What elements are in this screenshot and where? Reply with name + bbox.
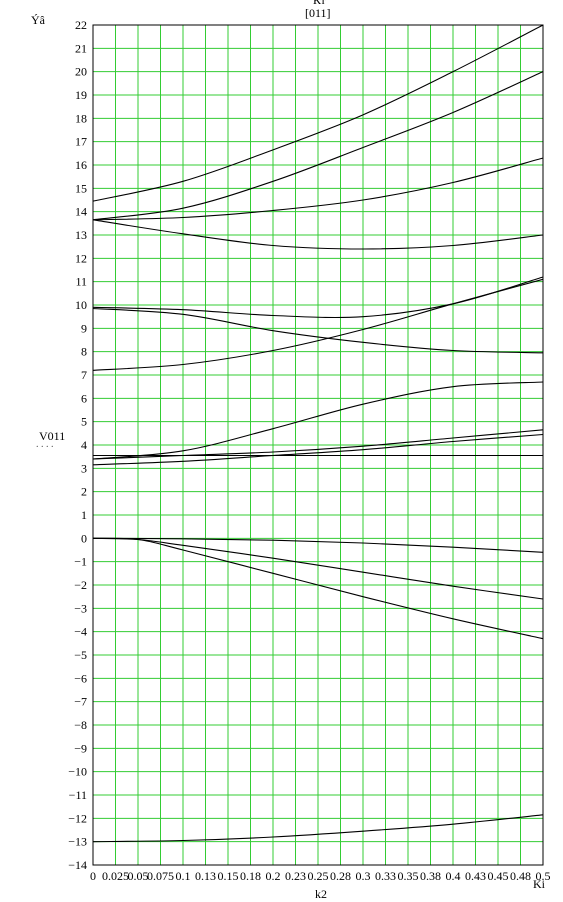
y-tick-label: 10 <box>75 298 87 312</box>
y-tick-label: 5 <box>81 415 87 429</box>
series-line-4 <box>92 219 544 250</box>
x-tick-label: 0.23 <box>285 869 306 883</box>
y-tick-label: 8 <box>81 345 87 359</box>
y-tick-label: 17 <box>75 135 87 149</box>
y-tick-label: 13 <box>75 228 87 242</box>
y-tick-label: 3 <box>81 461 87 475</box>
x-tick-label: 0 <box>90 869 96 883</box>
y-tick-label: 20 <box>75 65 87 79</box>
y-tick-label: 11 <box>75 275 87 289</box>
series-layer <box>92 24 544 843</box>
x-tick-label: 0.43 <box>465 869 486 883</box>
series-line-8 <box>92 381 544 460</box>
y-tick-label: 14 <box>75 205 87 219</box>
series-line-1 <box>92 24 544 202</box>
y-tick-label: −2 <box>74 578 87 592</box>
y-tick-label: −8 <box>74 718 87 732</box>
y-tick-label: −4 <box>74 625 87 639</box>
x-tick-label: 0.25 <box>308 869 329 883</box>
x-tick-label: 0.1 <box>176 869 191 883</box>
y-tick-label: 22 <box>75 18 87 32</box>
x-tick-label: 0.05 <box>128 869 149 883</box>
v011-marker-dots: . . . . <box>36 439 54 450</box>
x-tick-label: 0.45 <box>488 869 509 883</box>
y-tick-label: 16 <box>75 158 87 172</box>
series-line-7 <box>92 278 544 371</box>
y-tick-label: −1 <box>74 555 87 569</box>
series-line-10 <box>92 433 544 466</box>
x-axis-label: k2 <box>315 887 327 901</box>
series-line-12 <box>92 537 544 553</box>
chart-direction-label: [011] <box>305 6 331 20</box>
y-grid <box>93 24 543 866</box>
series-line-14 <box>92 537 544 640</box>
y-tick-label: 19 <box>75 88 87 102</box>
chart-top-label: Кт <box>313 0 326 7</box>
x-tick-label: 0.18 <box>240 869 261 883</box>
y-tick-label: −5 <box>74 648 87 662</box>
y-tick-label: 12 <box>75 251 87 265</box>
y-tick-labels: −14−13−12−11−10−9−8−7−6−5−4−3−2−10123456… <box>68 18 87 872</box>
series-line-3 <box>92 157 544 221</box>
y-tick-label: 18 <box>75 111 87 125</box>
y-tick-label: −10 <box>68 765 87 779</box>
y-tick-label: −11 <box>69 788 87 802</box>
y-tick-label: 4 <box>81 438 87 452</box>
x-tick-label: 0.3 <box>356 869 371 883</box>
x-tick-label: 0.025 <box>102 869 129 883</box>
series-line-2 <box>92 71 544 221</box>
x-tick-label: 0.4 <box>446 869 461 883</box>
y-tick-label: −14 <box>68 858 87 872</box>
y-tick-label: −12 <box>68 811 87 825</box>
plot-frame <box>92 24 544 866</box>
x-tick-label: 0.48 <box>510 869 531 883</box>
y-tick-label: 2 <box>81 485 87 499</box>
y-tick-label: −9 <box>74 741 87 755</box>
y-tick-label: 7 <box>81 368 87 382</box>
series-line-15 <box>92 814 544 843</box>
y-tick-label: −3 <box>74 601 87 615</box>
x-tick-label: 0.13 <box>195 869 216 883</box>
y-tick-label: 6 <box>81 391 87 405</box>
x-tick-label: 0.5 <box>536 869 551 883</box>
x-tick-label: 0.28 <box>330 869 351 883</box>
y-tick-label: 1 <box>81 508 87 522</box>
series-line-6 <box>92 307 544 354</box>
y-tick-label: 21 <box>75 41 87 55</box>
y-tick-label: 15 <box>75 181 87 195</box>
x-axis-end-label: Ki <box>533 877 545 891</box>
x-tick-label: 0.38 <box>420 869 441 883</box>
x-tick-label: 0.33 <box>375 869 396 883</box>
y-tick-label: −7 <box>74 695 87 709</box>
y-axis-label: Ýâ <box>31 13 45 27</box>
y-tick-label: 9 <box>81 321 87 335</box>
y-tick-label: −13 <box>68 835 87 849</box>
v011-marker-label: V011 <box>39 429 66 443</box>
x-tick-label: 0.35 <box>398 869 419 883</box>
x-tick-label: 0.075 <box>147 869 174 883</box>
x-tick-label: 0.15 <box>218 869 239 883</box>
y-tick-label: 0 <box>81 531 87 545</box>
x-tick-label: 0.2 <box>266 869 281 883</box>
y-tick-label: −6 <box>74 671 87 685</box>
